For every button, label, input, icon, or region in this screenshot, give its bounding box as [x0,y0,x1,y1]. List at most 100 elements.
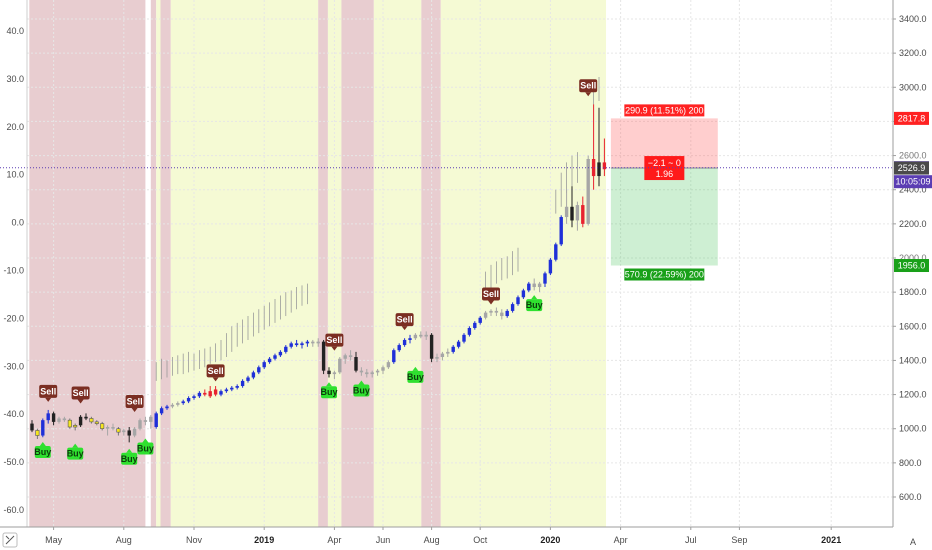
sell-pointer [585,92,592,97]
sell-text: Sell [208,366,224,376]
candle [462,333,466,344]
candle [354,351,358,373]
candle-body [251,372,256,378]
candle-body [597,162,601,177]
sell-signal: Sell [482,287,500,305]
sell-signal: Sell [206,364,225,382]
candle-body [41,420,45,436]
buy-signal: Buy [34,441,51,458]
candle [456,339,461,349]
time-axis-bg [0,527,893,550]
candle [273,353,277,361]
candle-body [257,367,261,373]
candle [402,338,407,347]
candle [581,196,585,228]
band-yellow [373,0,422,527]
candle-body [365,372,369,375]
right-axis-bg [893,0,932,550]
candle-body [543,273,547,284]
candle [294,339,299,347]
time-axis[interactable]: May Aug Nov 2019 Apr Jun Aug Oct 2020 Apr Jul Sep 20… [0,526,893,550]
sell-text: Sell [127,397,143,407]
candle [197,391,202,398]
sell-signal: Sell [39,384,58,402]
candle [94,420,99,426]
sell-signal: Sell [579,79,598,97]
target-zone[interactable] [610,168,718,266]
candle [570,186,574,228]
sell-pointer [212,377,219,382]
right-tick-label: 1600.0 [899,321,927,331]
countdown-label: 10:05:09 [895,177,930,187]
candle [35,428,40,439]
right-price-axis[interactable]: 3400.03200.03000.02800.02600.02400.02200… [892,0,932,550]
sell-text: Sell [397,315,413,325]
candle-body [397,345,401,351]
candle-body [267,358,272,363]
sell-pointer [401,326,408,331]
candle-body [278,351,283,356]
buy-badge [34,445,51,458]
time-tick-label: 2021 [821,535,841,545]
left-tick-label: 10.0 [6,170,24,180]
left-tick-label: -30.0 [3,361,24,371]
buy-signal: Buy [353,380,370,397]
candle-body [311,341,315,344]
candle [543,271,547,288]
candle-body [84,416,88,419]
sell-pointer [331,346,338,351]
candle-body [105,427,110,429]
short-position-tool[interactable]: 290.9 (11.51%) 200 −2.1 ~ 01.96 570.9 (22.… [610,104,718,281]
candle-body [402,339,407,346]
price-tag: 2526.9 [894,161,929,175]
candle-body [338,358,342,373]
candle [240,379,245,388]
candle-body [143,420,148,422]
time-tick-label: Aug [424,535,440,545]
candle [289,341,293,349]
right-tick-label: 1400.0 [899,355,927,365]
band-yellow [327,0,342,527]
target-label-box [624,268,705,281]
candle-body [586,158,590,224]
candle-body [284,346,288,352]
candle-body [327,370,331,375]
candle-body [375,370,380,373]
candle-body [111,427,115,429]
candle-body [176,403,180,405]
price-tag-box [894,111,929,125]
buy-text: Buy [353,386,370,396]
sell-signal: Sell [71,386,90,404]
candle-body [213,389,218,395]
candle-body [500,312,504,317]
candle-body [370,372,374,375]
candle-body [197,392,202,397]
candle [165,404,169,410]
candle [419,331,423,339]
candle [564,189,569,224]
candle-body [516,297,520,305]
candle [105,425,110,436]
chart-settings-icon[interactable] [2,532,18,548]
time-tick-label: 2019 [254,535,274,545]
candle [370,370,374,378]
candle-body [224,389,229,392]
right-tick-label: 800.0 [899,458,922,468]
candle-body [575,205,580,221]
candle-body [51,413,56,422]
candle-body [67,419,72,428]
candle [386,360,391,369]
target-label: 570.9 (22.59%) 200 [625,270,704,280]
candle-body [451,346,455,352]
auto-scale-toggle[interactable]: A [910,537,916,547]
candle [494,307,499,317]
candle [527,281,531,293]
candle [505,309,509,318]
price-tag-label: 2817.8 [898,113,926,123]
time-tick-label: Apr [614,535,628,545]
buy-text: Buy [526,300,543,310]
right-tick-label: 2600.0 [899,151,927,161]
candle [51,411,56,426]
candle [181,399,185,405]
